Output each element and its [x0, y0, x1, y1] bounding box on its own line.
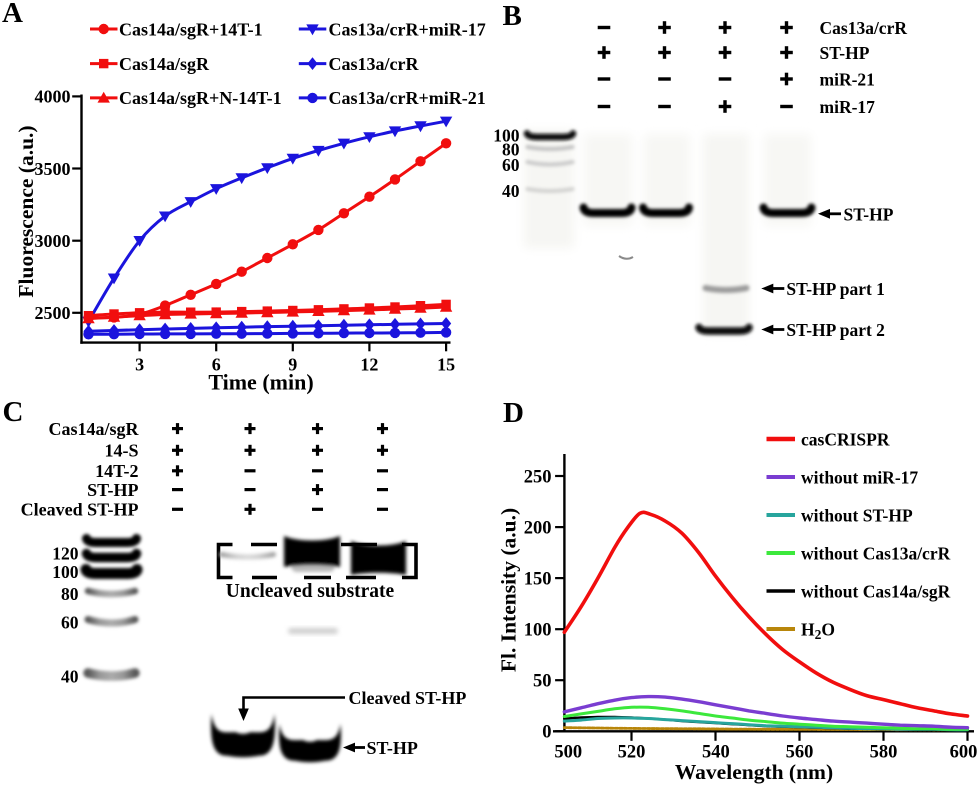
- svg-text:100: 100: [524, 621, 552, 641]
- svg-text:Cleaved ST-HP: Cleaved ST-HP: [349, 688, 467, 708]
- svg-text:150: 150: [524, 570, 552, 590]
- svg-text:ST-HP: ST-HP: [367, 738, 418, 758]
- svg-text:Fl. Intensity (a.u.): Fl. Intensity (a.u.): [497, 508, 521, 672]
- svg-text:3500: 3500: [35, 159, 71, 179]
- svg-text:2500: 2500: [35, 303, 71, 323]
- svg-text:without miR-17: without miR-17: [801, 467, 918, 487]
- svg-text:C: C: [3, 396, 24, 428]
- svg-text:Cleaved ST-HP: Cleaved ST-HP: [21, 500, 139, 520]
- svg-text:without Cas14a/sgR: without Cas14a/sgR: [801, 581, 951, 601]
- svg-text:520: 520: [618, 743, 646, 763]
- svg-text:Cas13a/crR: Cas13a/crR: [820, 18, 908, 38]
- svg-text:14T-2: 14T-2: [95, 461, 138, 481]
- svg-text:6: 6: [212, 355, 221, 375]
- svg-text:100: 100: [493, 125, 520, 145]
- svg-text:Fluorescence (a.u.): Fluorescence (a.u.): [14, 125, 38, 297]
- svg-text:540: 540: [702, 743, 730, 763]
- svg-text:0: 0: [542, 723, 551, 743]
- svg-text:Cas13a/crR+miR-21: Cas13a/crR+miR-21: [329, 88, 486, 108]
- svg-text:Cas13a/crR+miR-17: Cas13a/crR+miR-17: [329, 19, 486, 39]
- svg-text:ST-HP: ST-HP: [87, 480, 138, 500]
- svg-text:without Cas13a/crR: without Cas13a/crR: [801, 543, 951, 563]
- svg-text:Cas14a/sgR+N-14T-1: Cas14a/sgR+N-14T-1: [119, 88, 282, 108]
- svg-text:casCRISPR: casCRISPR: [801, 429, 890, 449]
- svg-text:3: 3: [135, 355, 144, 375]
- svg-text:miR-21: miR-21: [820, 69, 875, 89]
- svg-text:Cas14a/sgR+14T-1: Cas14a/sgR+14T-1: [119, 19, 263, 39]
- svg-text:40: 40: [502, 181, 520, 201]
- svg-text:H2O: H2O: [801, 619, 835, 642]
- svg-text:B: B: [503, 0, 522, 32]
- svg-text:80: 80: [61, 584, 79, 604]
- svg-text:Cas14a/sgR: Cas14a/sgR: [119, 54, 210, 74]
- svg-text:9: 9: [288, 355, 297, 375]
- svg-text:ST-HP: ST-HP: [820, 43, 870, 63]
- svg-text:40: 40: [61, 666, 79, 686]
- svg-text:600: 600: [950, 743, 978, 763]
- svg-text:80: 80: [502, 139, 520, 159]
- svg-text:Cas14a/sgR: Cas14a/sgR: [48, 419, 139, 439]
- svg-text:500: 500: [554, 743, 582, 763]
- svg-text:250: 250: [524, 467, 552, 487]
- svg-text:Uncleaved substrate: Uncleaved substrate: [226, 581, 395, 602]
- svg-text:D: D: [503, 397, 524, 429]
- svg-text:15: 15: [437, 355, 455, 375]
- svg-text:100: 100: [52, 562, 79, 582]
- svg-text:A: A: [2, 0, 23, 29]
- svg-text:580: 580: [870, 743, 898, 763]
- svg-text:14-S: 14-S: [104, 441, 138, 461]
- svg-text:560: 560: [786, 743, 814, 763]
- svg-text:ST-HP part 2: ST-HP part 2: [786, 320, 885, 340]
- svg-text:120: 120: [52, 543, 79, 563]
- svg-text:60: 60: [502, 155, 520, 175]
- svg-text:50: 50: [533, 672, 552, 692]
- svg-text:60: 60: [61, 612, 79, 632]
- svg-text:200: 200: [524, 519, 552, 539]
- svg-text:ST-HP: ST-HP: [844, 204, 894, 224]
- svg-text:miR-17: miR-17: [820, 97, 876, 117]
- svg-text:12: 12: [360, 355, 378, 375]
- svg-text:Cas13a/crR: Cas13a/crR: [329, 54, 420, 74]
- svg-text:3000: 3000: [35, 231, 71, 251]
- svg-text:4000: 4000: [35, 87, 71, 107]
- svg-text:ST-HP part 1: ST-HP part 1: [786, 279, 885, 299]
- svg-text:without ST-HP: without ST-HP: [801, 505, 913, 525]
- svg-text:Wavelength (nm): Wavelength (nm): [675, 760, 833, 784]
- svg-text:Time (min): Time (min): [208, 370, 313, 395]
